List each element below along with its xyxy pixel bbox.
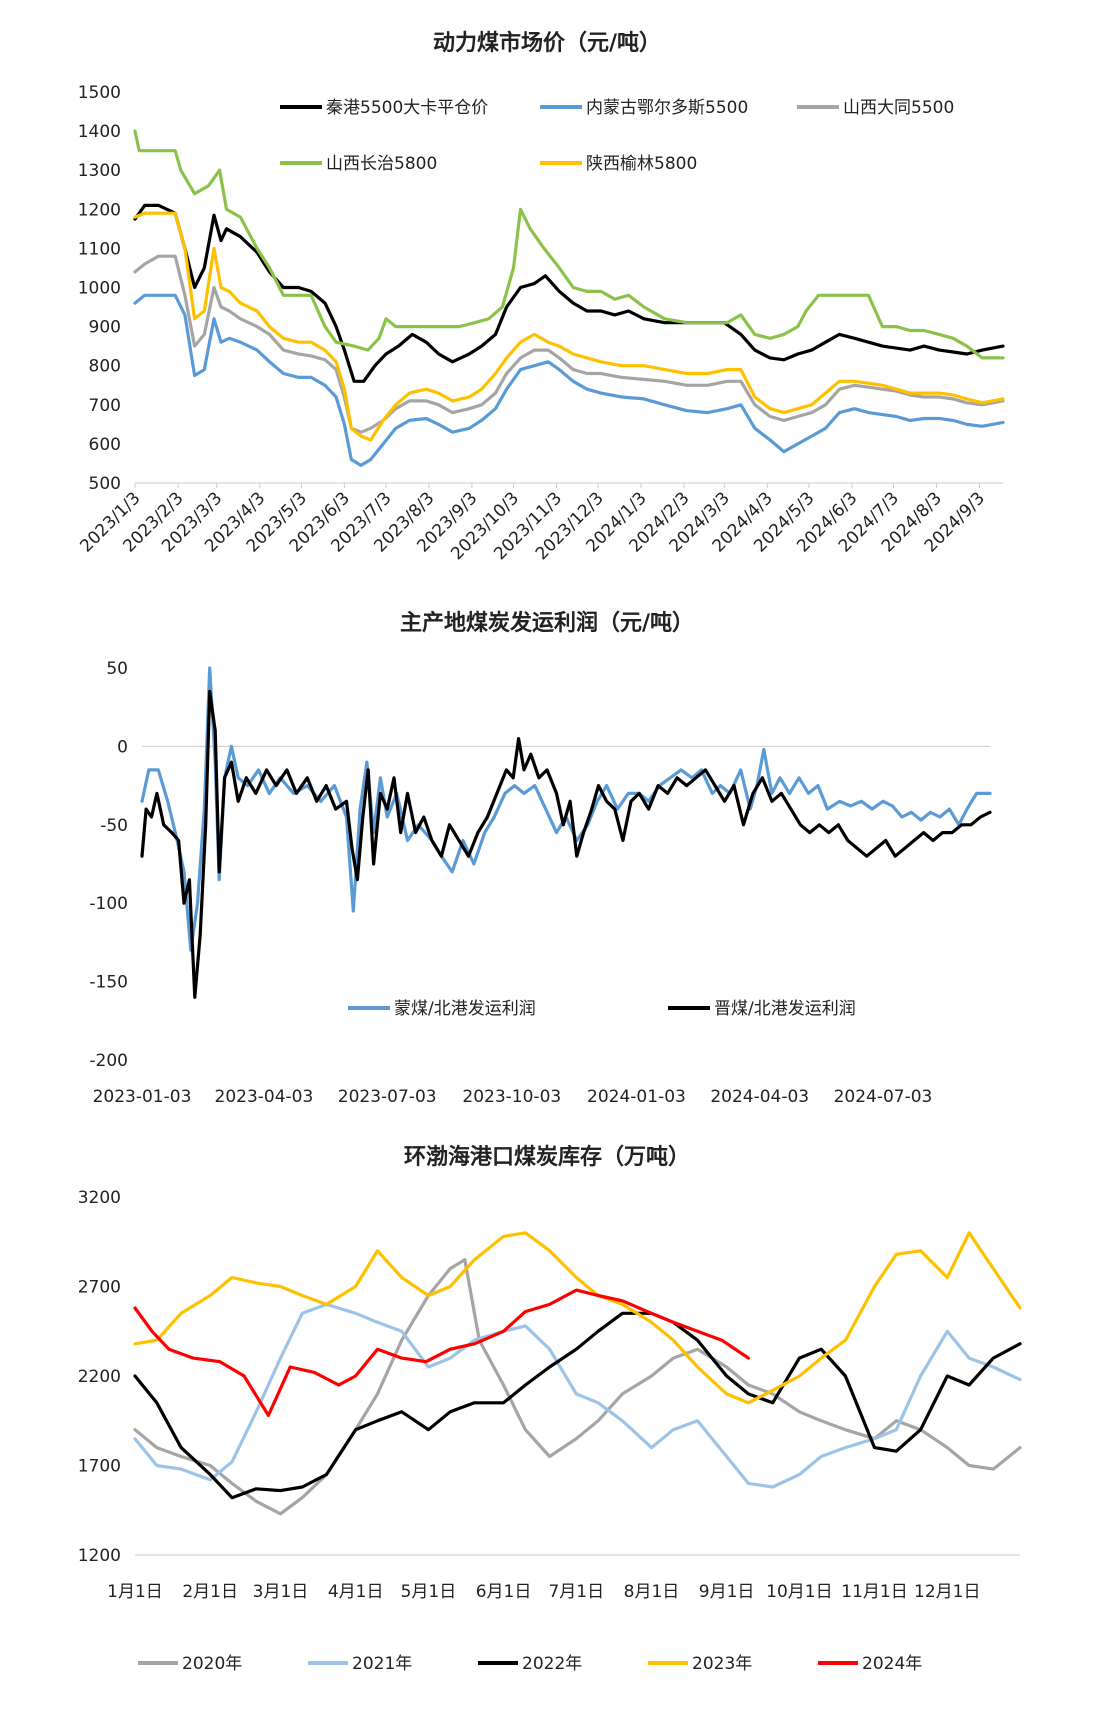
x-tick-label: 4月1日	[328, 1582, 384, 1602]
legend-label-qingang: 秦港5500大卡平仓价	[326, 98, 488, 118]
legend-label-mengmei: 蒙煤/北港发运利润	[394, 999, 536, 1019]
series-line-2-3	[133, 1231, 1022, 1405]
x-tick-label: 2023-10-03	[462, 1087, 561, 1107]
y-tick-label: 50	[106, 659, 128, 679]
x-tick-label: 5月1日	[401, 1582, 457, 1602]
x-tick-label: 2024-04-03	[710, 1087, 809, 1107]
x-tick-label: 2023-04-03	[215, 1087, 314, 1107]
legend-label-2024: 2024年	[862, 1654, 922, 1674]
y-tick-label: 1700	[78, 1457, 121, 1477]
legend-label-datong: 山西大同5500	[843, 98, 954, 118]
chart-coal-price-series-group	[133, 129, 1005, 467]
y-tick-label: 1400	[78, 122, 121, 142]
y-tick-label: -150	[89, 973, 128, 993]
y-tick-label: 2700	[78, 1278, 121, 1298]
series-line-0-0	[133, 203, 1005, 383]
y-tick-label: 1200	[78, 200, 121, 220]
chart-shipping-profit-legend: 蒙煤/北港发运利润 晋煤/北港发运利润	[348, 999, 856, 1019]
chart-coal-price-legend: 秦港5500大卡平仓价 内蒙古鄂尔多斯5500 山西大同5500 山西长治580…	[280, 98, 954, 174]
y-tick-label: -100	[89, 894, 128, 914]
x-tick-label: 11月1日	[841, 1582, 907, 1602]
series-line-1-0	[140, 666, 992, 952]
legend-label-2022: 2022年	[522, 1654, 582, 1674]
y-tick-label: 700	[89, 396, 121, 416]
x-tick-label: 9月1日	[699, 1582, 755, 1602]
chart-port-inventory-legend: 2020年 2021年 2022年 2023年 2024年	[138, 1654, 922, 1674]
y-tick-label: 2200	[78, 1367, 121, 1387]
chart-coal-price-title: 动力煤市场价（元/吨）	[433, 30, 661, 56]
legend-label-2020: 2020年	[182, 1654, 242, 1674]
chart-port-inventory-series-group	[133, 1231, 1022, 1516]
legend-label-2021: 2021年	[352, 1654, 412, 1674]
x-tick-label: 2024-07-03	[834, 1087, 933, 1107]
y-tick-label: 1000	[78, 279, 121, 299]
chart-shipping-profit: 主产地煤炭发运利润（元/吨） -200 -150 -100 -50 0 50 2023-01…	[89, 610, 992, 1107]
chart-shipping-profit-axes: -200 -150 -100 -50 0 50 2023-01-03 2023-04-03 20…	[89, 659, 990, 1107]
series-line-2-1	[133, 1302, 1022, 1489]
x-tick-label: 12月1日	[914, 1582, 980, 1602]
series-line-0-4	[133, 211, 1005, 442]
x-tick-label: 2024-01-03	[587, 1087, 686, 1107]
y-tick-label: 800	[89, 357, 121, 377]
y-tick-label: 1300	[78, 161, 121, 181]
x-tick-label: 2023-01-03	[93, 1087, 192, 1107]
series-line-0-3	[133, 129, 1005, 360]
chart-shipping-profit-series-group	[140, 666, 992, 999]
chart-port-inventory: 环渤海港口煤炭库存（万吨） 1200 1700 2200 2700 3200 1月1日 2月…	[78, 1144, 1022, 1674]
y-tick-label: 1500	[78, 83, 121, 103]
x-tick-label: 2月1日	[182, 1582, 238, 1602]
legend-label-changzhi: 山西长治5800	[326, 154, 437, 174]
y-tick-label: -50	[100, 816, 128, 836]
x-tick-label: 10月1日	[766, 1582, 832, 1602]
x-tick-label: 1月1日	[107, 1582, 163, 1602]
y-tick-label: -200	[89, 1051, 128, 1071]
x-tick-label: 7月1日	[548, 1582, 604, 1602]
series-line-0-1	[133, 293, 1005, 467]
series-line-2-4	[133, 1288, 750, 1417]
x-tick-label: 8月1日	[624, 1582, 680, 1602]
chart-shipping-profit-title: 主产地煤炭发运利润（元/吨）	[400, 610, 694, 636]
x-tick-label: 3月1日	[253, 1582, 309, 1602]
series-line-0-2	[133, 254, 1005, 434]
x-tick-label: 2023-07-03	[338, 1087, 437, 1107]
legend-label-jinmei: 晋煤/北港发运利润	[714, 999, 856, 1019]
y-tick-label: 600	[89, 435, 121, 455]
x-tick-label: 6月1日	[476, 1582, 532, 1602]
legend-label-2023: 2023年	[692, 1654, 752, 1674]
series-line-1-1	[140, 689, 992, 999]
legend-label-ordos: 内蒙古鄂尔多斯5500	[586, 98, 748, 118]
chart-port-inventory-axes: 1200 1700 2200 2700 3200 1月1日 2月1日 3月1日 4月1日 5月1日…	[78, 1188, 1020, 1602]
chart-port-inventory-title: 环渤海港口煤炭库存（万吨）	[404, 1144, 690, 1170]
y-tick-label: 1100	[78, 239, 121, 259]
y-tick-label: 1200	[78, 1546, 121, 1566]
y-tick-label: 500	[89, 474, 121, 494]
series-line-2-2	[133, 1311, 1022, 1500]
legend-label-yulin: 陕西榆林5800	[586, 154, 697, 174]
y-tick-label: 0	[117, 737, 128, 757]
y-tick-label: 900	[89, 318, 121, 338]
y-tick-label: 3200	[78, 1188, 121, 1208]
